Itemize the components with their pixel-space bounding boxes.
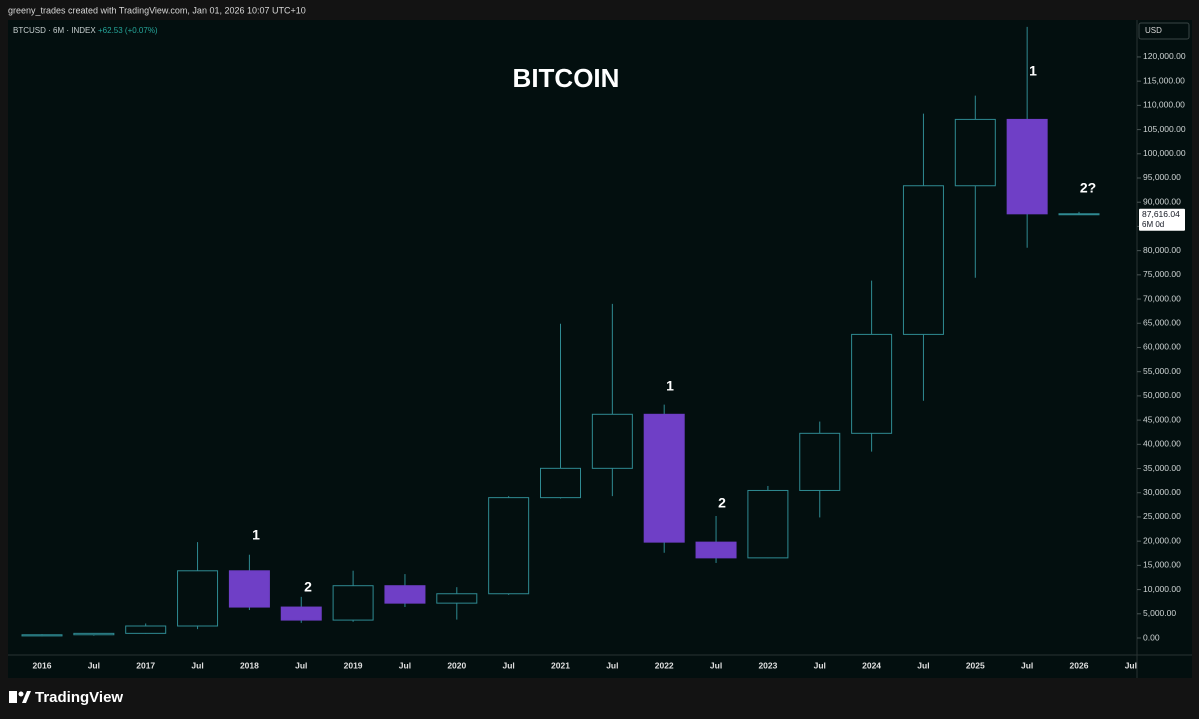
- candle-up: [21, 634, 63, 637]
- y-tick-label: 65,000.00: [1143, 318, 1181, 328]
- x-tick-label: 2024: [862, 660, 881, 670]
- y-tick-label: 95,000.00: [1143, 172, 1181, 182]
- logo-mark: [9, 691, 17, 703]
- candle-up: [851, 333, 893, 434]
- x-tick-label: 2019: [344, 660, 363, 670]
- x-tick-label: Jul: [1125, 660, 1137, 670]
- candle-up: [1058, 213, 1100, 216]
- y-tick-label: 25,000.00: [1143, 511, 1181, 521]
- y-tick-label: 45,000.00: [1143, 414, 1181, 424]
- y-tick-label: 5,000.00: [1143, 608, 1176, 618]
- annotation: 1: [1029, 63, 1037, 79]
- countdown: 6M 0d: [1142, 220, 1164, 229]
- candle-down: [695, 541, 737, 559]
- x-tick-label: 2016: [33, 660, 52, 670]
- annotation: 1: [252, 527, 260, 543]
- logo-mark: [22, 691, 31, 703]
- candle-down: [643, 413, 685, 543]
- candle-up: [332, 585, 374, 621]
- x-tick-label: Jul: [88, 660, 100, 670]
- y-tick-label: 120,000.00: [1143, 51, 1186, 61]
- annotation: 2: [718, 495, 726, 511]
- x-tick-label: 2026: [1070, 660, 1089, 670]
- y-tick-label: 75,000.00: [1143, 269, 1181, 279]
- y-tick-label: 100,000.00: [1143, 148, 1186, 158]
- y-tick-label: 115,000.00: [1143, 75, 1185, 85]
- candle-down: [384, 585, 426, 604]
- candle-up: [747, 489, 789, 559]
- y-tick-label: 50,000.00: [1143, 390, 1181, 400]
- y-tick-label: 105,000.00: [1143, 124, 1186, 134]
- candle-down: [228, 570, 270, 608]
- candle-up: [73, 632, 115, 636]
- change: +62.53 (+0.07%): [98, 26, 158, 35]
- x-tick-label: 2020: [447, 660, 466, 670]
- x-tick-label: 2018: [240, 660, 259, 670]
- x-tick-label: 2022: [655, 660, 674, 670]
- y-tick-label: 110,000.00: [1143, 100, 1185, 110]
- x-tick-label: 2021: [551, 660, 570, 670]
- annotation: 2: [304, 579, 312, 595]
- x-tick-label: 2023: [758, 660, 777, 670]
- x-tick-label: Jul: [191, 660, 203, 670]
- candle-down: [1006, 118, 1048, 215]
- candle-down: [280, 606, 322, 621]
- currency-box[interactable]: [1138, 22, 1190, 40]
- candle-up: [436, 593, 478, 604]
- currency: USD: [1145, 26, 1162, 35]
- x-tick-label: Jul: [295, 660, 307, 670]
- candle-up: [799, 432, 841, 491]
- x-tick-label: Jul: [399, 660, 411, 670]
- y-tick-label: 80,000.00: [1143, 245, 1181, 255]
- candle-up: [902, 185, 944, 335]
- candle-up: [540, 467, 581, 499]
- brand: TradingView: [35, 689, 123, 706]
- x-tick-label: Jul: [710, 660, 722, 670]
- candle-up: [488, 497, 530, 595]
- annotation: 1: [666, 378, 674, 394]
- y-tick-label: 15,000.00: [1143, 560, 1181, 570]
- x-tick-label: Jul: [917, 660, 929, 670]
- y-tick-label: 0.00: [1143, 632, 1160, 642]
- symbol: BTCUSD · 6M · INDEX: [13, 26, 96, 35]
- y-tick-label: 20,000.00: [1143, 535, 1181, 545]
- candle-up: [591, 413, 633, 469]
- logo-mark: [18, 691, 24, 697]
- y-tick-label: 30,000.00: [1143, 487, 1181, 497]
- candle-up: [177, 570, 219, 627]
- x-tick-label: 2017: [136, 660, 155, 670]
- x-tick-label: Jul: [1021, 660, 1033, 670]
- price-label: 87,616.04: [1142, 209, 1180, 219]
- x-tick-label: Jul: [606, 660, 618, 670]
- y-tick-label: 70,000.00: [1143, 293, 1181, 303]
- y-tick-label: 10,000.00: [1143, 584, 1181, 594]
- x-tick-label: Jul: [503, 660, 515, 670]
- y-tick-label: 60,000.00: [1143, 342, 1181, 352]
- x-tick-label: Jul: [814, 660, 826, 670]
- y-tick-label: 90,000.00: [1143, 196, 1181, 206]
- y-tick-label: 55,000.00: [1143, 366, 1181, 376]
- y-tick-label: 40,000.00: [1143, 439, 1181, 449]
- price-label-box: [1139, 208, 1185, 231]
- logo: [9, 691, 31, 703]
- candle-up: [125, 625, 167, 634]
- candle-up: [954, 118, 996, 187]
- chart-title: BITCOIN: [513, 63, 620, 93]
- annotation: 2?: [1080, 180, 1096, 196]
- attribution: greeny_trades created with TradingView.c…: [8, 5, 306, 15]
- x-tick-label: 2025: [966, 660, 985, 670]
- y-tick-label: 35,000.00: [1143, 463, 1181, 473]
